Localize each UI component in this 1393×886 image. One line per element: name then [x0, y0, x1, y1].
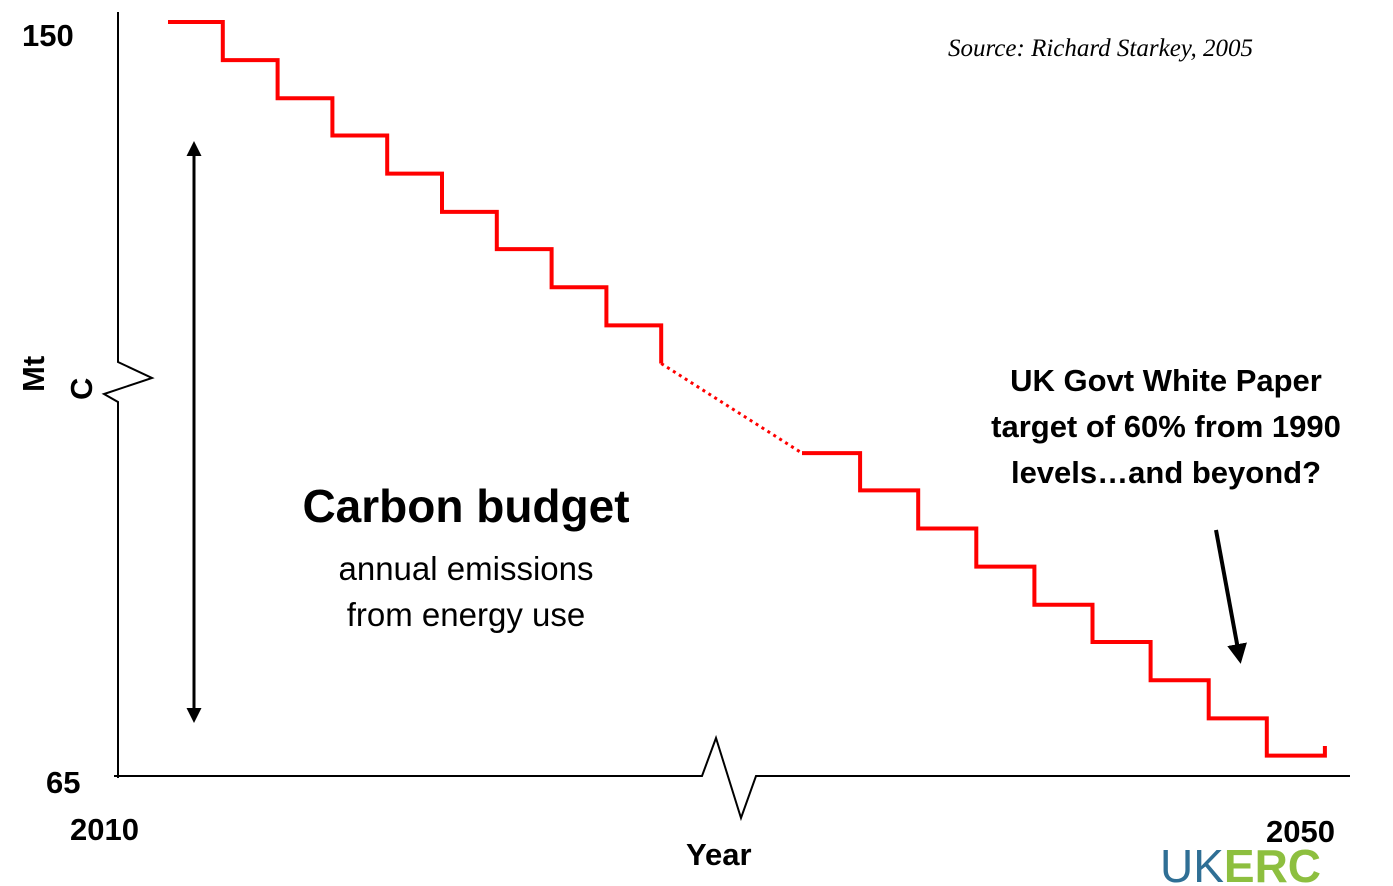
x-axis — [114, 734, 1350, 822]
ukerc-logo-uk: UK — [1160, 840, 1224, 886]
y-axis-title-line1: Mt — [16, 356, 51, 392]
y-tick-label-max: 150 — [22, 18, 74, 53]
target-annotation-line1: UK Govt White Paper — [1010, 363, 1322, 398]
ukerc-logo: UKERC — [1160, 840, 1321, 886]
target-annotation-line3: levels…and beyond? — [1011, 455, 1321, 490]
budget-subtitle-line2: from energy use — [347, 596, 585, 633]
y-tick-label-min: 65 — [46, 765, 80, 800]
emissions-step-line-2 — [802, 451, 1327, 758]
source-note: Source: Richard Starkey, 2005 — [948, 35, 1253, 62]
x-tick-label-end: 2050 — [1266, 814, 1335, 849]
ukerc-logo-erc: ERC — [1224, 840, 1321, 886]
budget-title: Carbon budget — [302, 480, 629, 532]
target-annotation-line2: target of 60% from 1990 — [991, 409, 1341, 444]
budget-subtitle-line1: annual emissions — [339, 550, 594, 587]
emissions-dotted-gap — [660, 362, 803, 455]
y-axis-title-line2: C — [64, 378, 99, 400]
target-arrow — [1214, 529, 1247, 664]
y-axis — [101, 12, 155, 778]
x-axis-title: Year — [686, 837, 752, 872]
x-tick-label-start: 2010 — [70, 812, 139, 847]
emissions-step-line-1 — [168, 20, 664, 364]
emissions-series — [168, 20, 1327, 758]
